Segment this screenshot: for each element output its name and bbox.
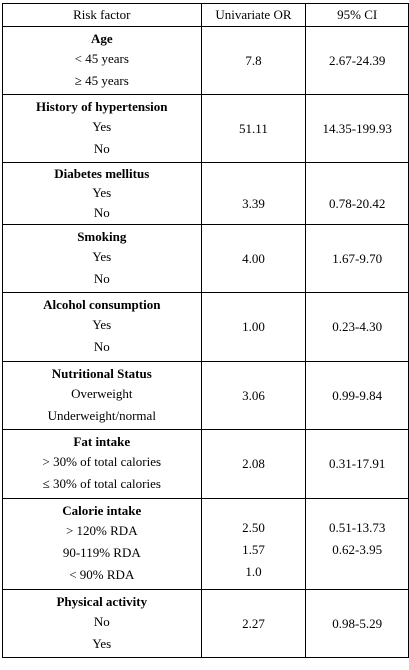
or-cell: 2.50 1.57 1.0 — [200, 498, 307, 590]
risk-factor-cell: History of hypertension Yes No — [2, 94, 202, 163]
risk-factor-cell: Fat intake > 30% of total calories ≤ 30%… — [2, 429, 202, 499]
risk-factor-cell: Age < 45 years ≥ 45 years — [2, 26, 202, 95]
factor-level: No — [93, 140, 110, 156]
table-row: History of hypertension Yes No 51.11 14.… — [2, 94, 409, 163]
factor-name: Age — [90, 30, 113, 46]
or-value: 51.11 — [239, 120, 268, 136]
ci-value: 14.35-199.93 — [322, 120, 392, 136]
or-value: 1.57 — [242, 542, 265, 557]
ci-cell: 0.31-17.91 — [305, 429, 409, 499]
ci-value: 0.31-17.91 — [328, 456, 386, 471]
or-cell: 2.08 — [200, 429, 307, 499]
factor-level: > 30% of total calories — [42, 454, 162, 469]
factor-name: Calorie intake — [62, 503, 142, 518]
ci-value: 2.67-24.39 — [328, 52, 386, 68]
ci-value: 0.78-20.42 — [328, 195, 386, 211]
factor-name: History of hypertension — [36, 98, 168, 114]
factor-level: Yes — [92, 248, 112, 264]
table-row: Diabetes mellitus Yes No 3.39 0.78-20.42 — [2, 162, 409, 225]
risk-factor-cell: Diabetes mellitus Yes No — [2, 162, 202, 225]
factor-level: 90-119% RDA — [62, 545, 141, 560]
or-value: 1.0 — [245, 564, 262, 579]
risk-factor-cell: Smoking Yes No — [2, 224, 202, 293]
ci-cell: 1.67-9.70 — [305, 224, 409, 293]
factor-level: Yes — [92, 184, 112, 200]
table-row: Calorie intake > 120% RDA 90-119% RDA < … — [2, 498, 409, 590]
ci-value: 0.62-3.95 — [332, 542, 383, 557]
factor-level: < 45 years — [74, 50, 129, 66]
factor-level: Yes — [92, 635, 112, 651]
or-cell: 3.39 — [200, 162, 307, 225]
or-value: 3.39 — [242, 195, 265, 211]
table-row: Fat intake > 30% of total calories ≤ 30%… — [2, 429, 409, 499]
ci-cell: 0.78-20.42 — [305, 162, 409, 225]
factor-level: Yes — [92, 118, 112, 134]
factor-level: No — [93, 339, 110, 354]
ci-value: 1.67-9.70 — [332, 250, 383, 266]
ci-value: 0.98-5.29 — [332, 615, 383, 631]
factor-level: ≥ 45 years — [74, 72, 129, 88]
factor-name: Alcohol consumption — [43, 297, 161, 312]
or-cell: 3.06 — [200, 361, 307, 430]
ci-cell: 14.35-199.93 — [305, 94, 409, 163]
or-cell: 2.27 — [200, 589, 307, 658]
factor-name: Diabetes mellitus — [54, 165, 150, 181]
factor-name: Physical activity — [56, 593, 148, 609]
factor-level: ≤ 30% of total calories — [42, 476, 161, 491]
risk-factor-cell: Calorie intake > 120% RDA 90-119% RDA < … — [2, 498, 202, 590]
factor-level: Yes — [92, 317, 112, 332]
table-row: Physical activity No Yes 2.27 0.98-5.29 — [2, 589, 409, 658]
or-cell: 1.00 — [200, 292, 307, 362]
factor-name: Smoking — [77, 228, 127, 244]
factor-level: > 120% RDA — [65, 523, 138, 538]
or-cell: 51.11 — [200, 94, 307, 163]
factor-level: No — [93, 204, 110, 220]
or-value: 2.27 — [242, 615, 265, 631]
factor-level: < 90% RDA — [69, 567, 135, 582]
factor-level: No — [93, 613, 110, 629]
or-value: 7.8 — [245, 52, 262, 68]
table-container: Risk factor Univariate OR 95% CI Age < 4… — [2, 3, 409, 658]
risk-factor-table: Risk factor Univariate OR 95% CI Age < 4… — [2, 3, 409, 658]
ci-cell: 0.98-5.29 — [305, 589, 409, 658]
ci-value: 0.99-9.84 — [332, 387, 383, 403]
or-cell: 4.00 — [200, 224, 307, 293]
or-cell: 7.8 — [200, 26, 307, 95]
factor-name: Nutritional Status — [51, 365, 152, 381]
or-value: 2.50 — [242, 520, 265, 535]
risk-factor-cell: Alcohol consumption Yes No — [2, 292, 202, 362]
header-95-ci: 95% CI — [305, 3, 409, 27]
header-risk-factor: Risk factor — [2, 3, 202, 27]
ci-cell: 2.67-24.39 — [305, 26, 409, 95]
or-value: 3.06 — [242, 387, 265, 403]
or-value: 1.00 — [242, 319, 265, 334]
table-row: Nutritional Status Overweight Underweigh… — [2, 361, 409, 430]
ci-cell: 0.51-13.73 0.62-3.95 — [305, 498, 409, 590]
or-value: 4.00 — [242, 250, 265, 266]
factor-level: Overweight — [71, 385, 133, 401]
header-row: Risk factor Univariate OR 95% CI — [2, 3, 409, 27]
risk-factor-cell: Nutritional Status Overweight Underweigh… — [2, 361, 202, 430]
ci-value: 0.23-4.30 — [332, 319, 383, 334]
table-row: Alcohol consumption Yes No 1.00 0.23-4.3… — [2, 292, 409, 362]
factor-name: Fat intake — [73, 434, 131, 449]
ci-cell: 0.99-9.84 — [305, 361, 409, 430]
factor-level: No — [93, 270, 110, 286]
table-row: Smoking Yes No 4.00 1.67-9.70 — [2, 224, 409, 293]
header-univariate-or: Univariate OR — [200, 3, 307, 27]
table-row: Age < 45 years ≥ 45 years 7.8 2.67-24.39 — [2, 26, 409, 95]
ci-value: 0.51-13.73 — [328, 520, 386, 535]
factor-level: Underweight/normal — [47, 407, 156, 423]
ci-cell: 0.23-4.30 — [305, 292, 409, 362]
or-value: 2.08 — [242, 456, 265, 471]
risk-factor-cell: Physical activity No Yes — [2, 589, 202, 658]
